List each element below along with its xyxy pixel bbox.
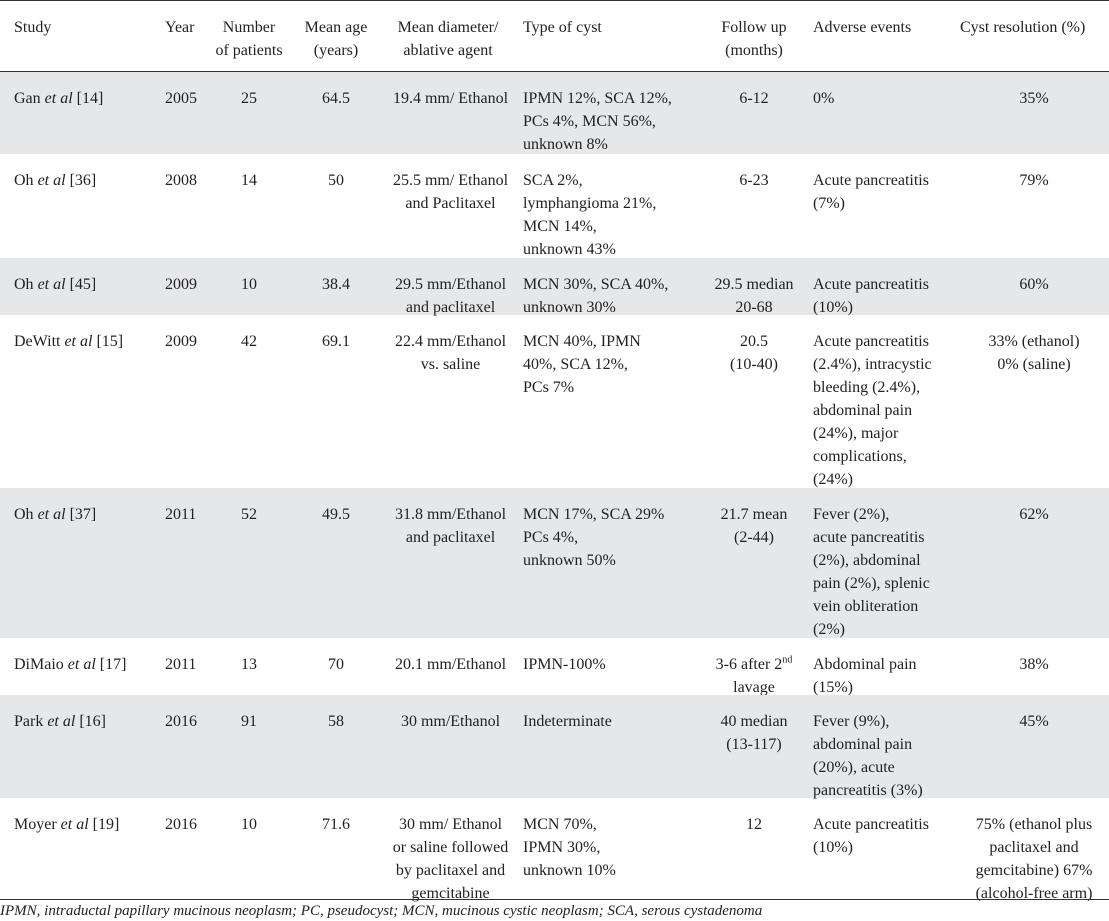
age-cell: 71.6 bbox=[322, 816, 350, 833]
cyst-type-cell: SCA 2%, lymphangioma 21%, MCN 14%, unkno… bbox=[523, 172, 657, 258]
table-row: Moyer et al [19] 2016 10 71.6 30 mm/ Eth… bbox=[0, 798, 1109, 902]
diameter-cell: 31.8 mm/Ethanol and paclitaxel bbox=[394, 506, 507, 546]
diameter-cell: 20.1 mm/Ethanol bbox=[394, 656, 507, 673]
age-cell: 49.5 bbox=[322, 506, 350, 523]
adverse-cell: Acute pancreatitis (10%) bbox=[813, 276, 929, 316]
diameter-cell: 30 mm/Ethanol bbox=[400, 713, 501, 730]
top-rule bbox=[0, 0, 1109, 1]
resolution-cell: 75% (ethanol plus paclitaxel and gemcita… bbox=[975, 816, 1093, 902]
diameter-cell: 25.5 mm/ Ethanol and Paclitaxel bbox=[392, 172, 509, 212]
year-cell: 2011 bbox=[165, 656, 197, 673]
diameter-cell: 19.4 mm/ Ethanol bbox=[392, 90, 509, 107]
follow-up-cell: 20.5 (10-40) bbox=[730, 333, 778, 373]
patients-cell: 14 bbox=[241, 172, 257, 189]
table-row: Oh et al [45] 2009 10 38.4 29.5 mm/Ethan… bbox=[0, 258, 1109, 316]
cyst-type-cell: IPMN-100% bbox=[523, 656, 606, 673]
cyst-type-cell: MCN 70%, IPMN 30%, unknown 10% bbox=[523, 816, 616, 879]
resolution-cell: 38% bbox=[1019, 656, 1049, 673]
header-year: Year bbox=[165, 19, 195, 36]
patients-cell: 42 bbox=[241, 333, 257, 350]
follow-up-cell: 29.5 median 20-68 bbox=[714, 276, 794, 316]
adverse-cell: Acute pancreatitis (10%) bbox=[813, 816, 929, 856]
patients-cell: 91 bbox=[241, 713, 257, 730]
table-header-row: Study Year Number of patients Mean age (… bbox=[0, 1, 1109, 71]
age-cell: 70 bbox=[328, 656, 344, 673]
cyst-type-cell: Indeterminate bbox=[523, 713, 612, 730]
adverse-cell: Fever (2%), acute pancreatitis (2%), abd… bbox=[813, 506, 930, 638]
follow-up-cell: 21.7 mean (2-44) bbox=[720, 506, 788, 546]
follow-up-cell: 12 bbox=[746, 816, 762, 833]
study-cell: Park et al [16] bbox=[14, 713, 106, 730]
study-cell: Moyer et al [19] bbox=[14, 816, 120, 833]
header-cyst-resolution: Cyst resolution (%) bbox=[960, 19, 1086, 36]
bottom-rule bbox=[0, 899, 1109, 900]
follow-up-cell: 3-6 after 2nd lavage bbox=[715, 654, 793, 696]
header-follow-up: Follow up (months) bbox=[721, 19, 787, 59]
age-cell: 38.4 bbox=[322, 276, 350, 293]
header-study: Study bbox=[14, 19, 52, 36]
resolution-cell: 79% bbox=[1019, 172, 1049, 189]
table-row: DiMaio et al [17] 2011 13 70 20.1 mm/Eth… bbox=[0, 638, 1109, 696]
adverse-cell: Fever (9%), abdominal pain (20%), acute … bbox=[813, 713, 923, 799]
resolution-cell: 62% bbox=[1019, 506, 1049, 523]
header-mean-age: Mean age (years) bbox=[304, 19, 368, 59]
resolution-cell: 45% bbox=[1019, 713, 1049, 730]
study-cell: Oh et al [36] bbox=[14, 172, 97, 189]
patients-cell: 13 bbox=[241, 656, 257, 673]
age-cell: 50 bbox=[328, 172, 344, 189]
year-cell: 2009 bbox=[165, 333, 197, 350]
header-rule bbox=[0, 71, 1109, 72]
follow-up-cell: 40 median (13-117) bbox=[720, 713, 788, 753]
cyst-type-cell: MCN 30%, SCA 40%, unknown 30% bbox=[523, 276, 669, 316]
diameter-cell: 22.4 mm/Ethanol vs. saline bbox=[394, 333, 507, 373]
age-cell: 58 bbox=[328, 713, 344, 730]
cyst-type-cell: IPMN 12%, SCA 12%, PCs 4%, MCN 56%, unkn… bbox=[523, 90, 672, 153]
study-cell: DiMaio et al [17] bbox=[14, 656, 127, 673]
year-cell: 2009 bbox=[165, 276, 197, 293]
header-adverse-events: Adverse events bbox=[813, 19, 912, 36]
patients-cell: 10 bbox=[241, 276, 257, 293]
follow-up-cell: 6-12 bbox=[739, 90, 769, 107]
patients-cell: 25 bbox=[241, 90, 257, 107]
resolution-cell: 35% bbox=[1019, 90, 1049, 107]
adverse-cell: Abdominal pain (15%) bbox=[813, 656, 917, 696]
adverse-cell: Acute pancreatitis (7%) bbox=[813, 172, 929, 212]
study-cell: Gan et al [14] bbox=[14, 90, 104, 107]
follow-up-cell: 6-23 bbox=[739, 172, 769, 189]
study-cell: DeWitt et al [15] bbox=[14, 333, 124, 350]
header-type-of-cyst: Type of cyst bbox=[523, 19, 602, 36]
table-row: Gan et al [14] 2005 25 64.5 19.4 mm/ Eth… bbox=[0, 72, 1109, 154]
year-cell: 2008 bbox=[165, 172, 197, 189]
age-cell: 64.5 bbox=[322, 90, 350, 107]
year-cell: 2011 bbox=[165, 506, 197, 523]
study-cell: Oh et al [37] bbox=[14, 506, 97, 523]
year-cell: 2016 bbox=[165, 816, 197, 833]
header-number-of-patients: Number of patients bbox=[215, 19, 283, 59]
age-cell: 69.1 bbox=[322, 333, 350, 350]
year-cell: 2016 bbox=[165, 713, 197, 730]
resolution-cell: 60% bbox=[1019, 276, 1049, 293]
adverse-cell: Acute pancreatitis (2.4%), intracystic b… bbox=[813, 333, 932, 488]
table-row: Park et al [16] 2016 91 58 30 mm/Ethanol… bbox=[0, 695, 1109, 799]
resolution-cell: 33% (ethanol) 0% (saline) bbox=[988, 333, 1080, 373]
header-mean-diameter: Mean diameter/ ablative agent bbox=[397, 19, 499, 59]
table-row: DeWitt et al [15] 2009 42 69.1 22.4 mm/E… bbox=[0, 315, 1109, 488]
table-row: Oh et al [36] 2008 14 50 25.5 mm/ Ethano… bbox=[0, 154, 1109, 258]
diameter-cell: 29.5 mm/Ethanol and paclitaxel bbox=[394, 276, 507, 316]
table-row: Oh et al [37] 2011 52 49.5 31.8 mm/Ethan… bbox=[0, 488, 1109, 638]
cyst-type-cell: MCN 17%, SCA 29% PCs 4%, unknown 50% bbox=[523, 506, 665, 569]
patients-cell: 10 bbox=[241, 816, 257, 833]
patients-cell: 52 bbox=[241, 506, 257, 523]
adverse-cell: 0% bbox=[813, 90, 835, 107]
cyst-type-cell: MCN 40%, IPMN 40%, SCA 12%, PCs 7% bbox=[523, 333, 641, 396]
diameter-cell: 30 mm/ Ethanol or saline followed by pac… bbox=[392, 816, 509, 902]
year-cell: 2005 bbox=[165, 90, 197, 107]
study-cell: Oh et al [45] bbox=[14, 276, 97, 293]
table-footnote: IPMN, intraductal papillary mucinous neo… bbox=[0, 903, 763, 919]
